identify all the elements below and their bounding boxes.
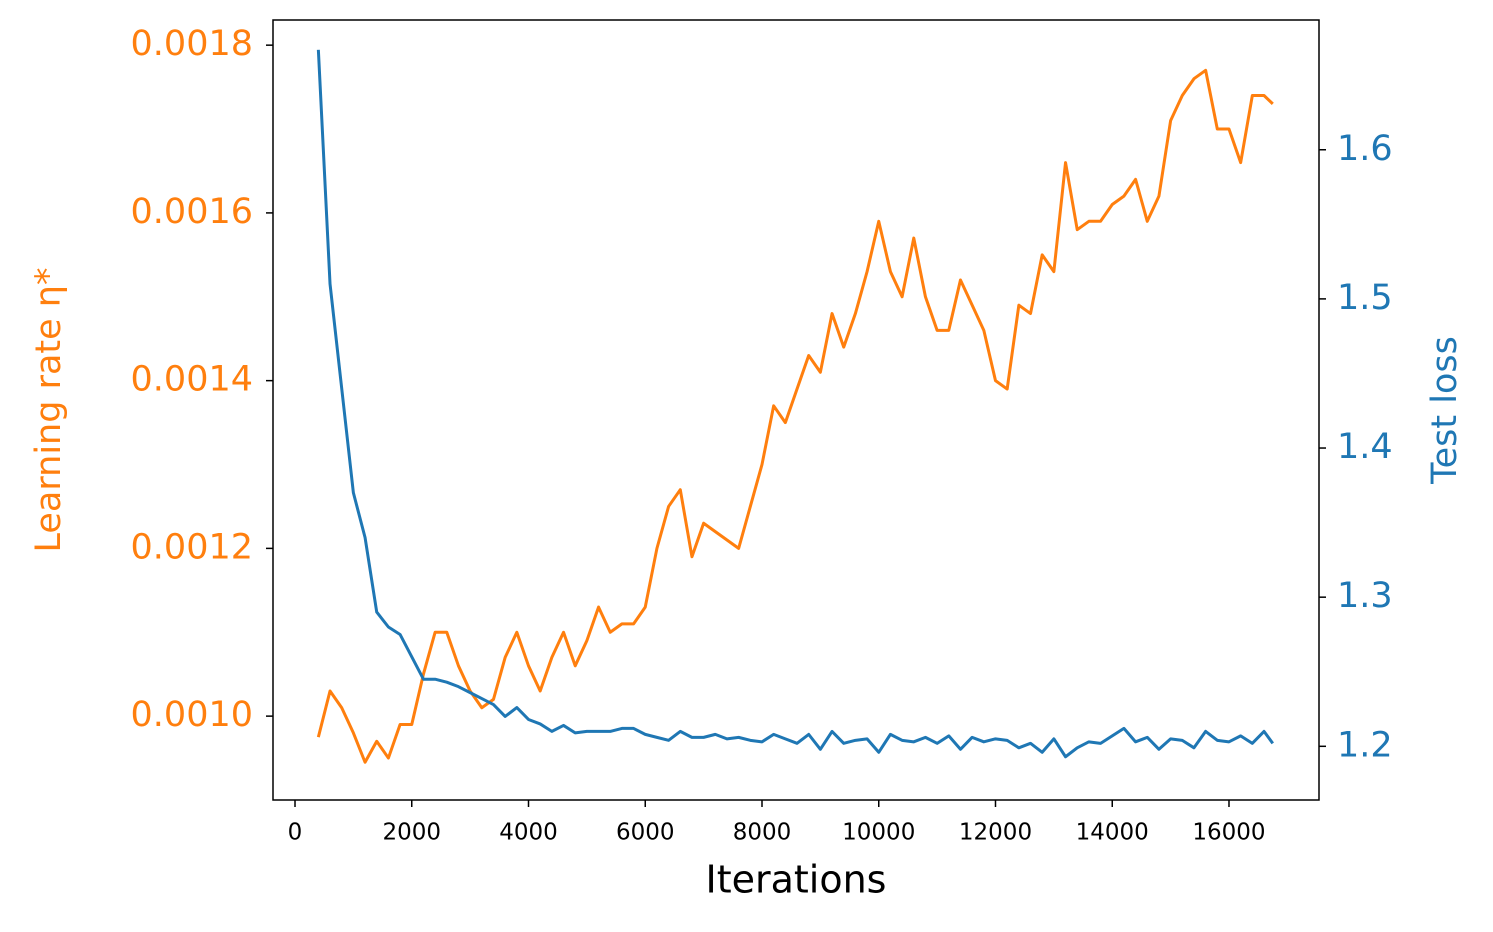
plot-frame — [272, 19, 1320, 801]
x-tick-label: 8000 — [733, 820, 792, 846]
y2-tick-label: 1.3 — [1337, 576, 1393, 616]
x-tick-label: 14000 — [1076, 820, 1149, 846]
x-tick-label: 12000 — [959, 820, 1032, 846]
y-tick-label: 0.0014 — [131, 360, 253, 400]
y-tick-label: 0.0016 — [131, 192, 253, 232]
y2-tick-label: 1.5 — [1337, 278, 1393, 318]
x-tick-label: 2000 — [382, 820, 441, 846]
line-series — [316, 49, 1274, 759]
y2-tick-label: 1.2 — [1337, 725, 1393, 765]
x-tick-label: 0 — [288, 820, 303, 846]
y-tick-label: 0.0012 — [131, 527, 253, 567]
y-tick-label: 0.0018 — [131, 24, 253, 64]
x-tick-label: 10000 — [842, 820, 915, 846]
x-axis-label: Iterations — [706, 858, 887, 902]
y-tick-label: 0.0010 — [131, 695, 253, 735]
x-tick-label: 16000 — [1192, 820, 1265, 846]
y-axis-label: Learning rate η* — [29, 268, 69, 553]
x-tick-label: 4000 — [499, 820, 558, 846]
x-tick-label: 6000 — [616, 820, 675, 846]
y2-axis-label: Test loss — [1425, 336, 1465, 485]
y2-tick-label: 1.4 — [1337, 427, 1393, 467]
line-series — [316, 68, 1274, 764]
y2-tick-label: 1.6 — [1337, 129, 1393, 169]
